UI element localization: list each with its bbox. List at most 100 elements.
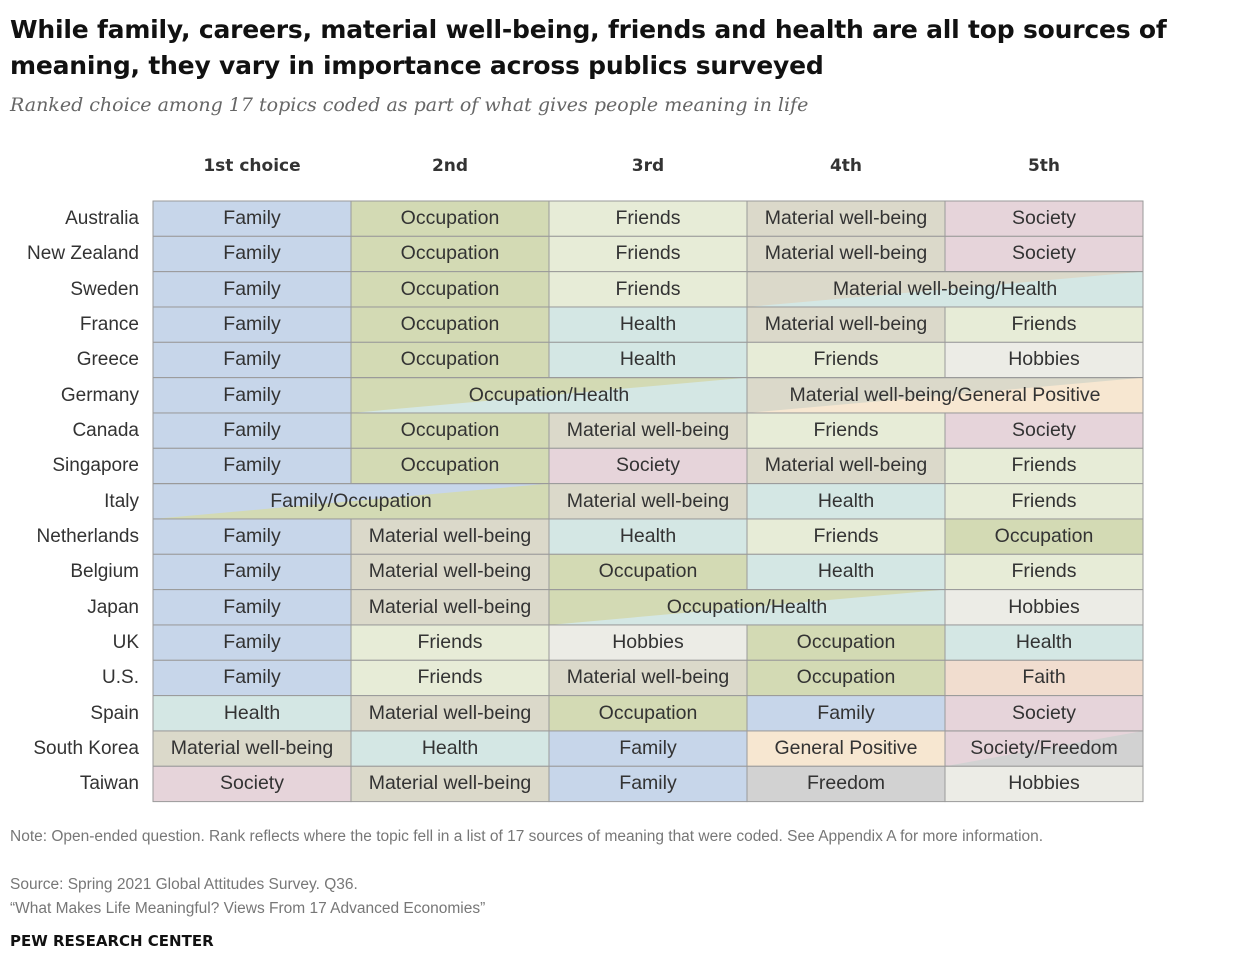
cell-label-france-family: Family (223, 312, 281, 335)
column-header-4: 4th (829, 156, 863, 176)
cell-label-belgium-material-well-being: Material well-being (368, 560, 532, 583)
row-label-south-korea: South Korea (33, 737, 139, 759)
cell-label-greece-occupation: Occupation (400, 348, 500, 371)
cell-japan-family (152, 589, 352, 626)
cell-label-sweden-material-well-being-health: Material well-being/Health (832, 277, 1058, 300)
cell-uk-health (944, 624, 1144, 661)
cell-label-sweden-friends: Friends (615, 277, 681, 300)
cell-france-friends (944, 306, 1144, 343)
cell-south-korea-material-well-being (152, 730, 352, 767)
chart-subtitle: Ranked choice among 17 topics coded as p… (10, 94, 809, 116)
cell-label-spain-material-well-being: Material well-being (368, 701, 532, 724)
cell-italy-material-well-being (548, 483, 748, 520)
cell-taiwan-freedom (746, 765, 946, 803)
cell-label-uk-occupation: Occupation (796, 630, 896, 653)
row-label-spain: Spain (90, 702, 139, 724)
row-label-japan: Japan (87, 596, 139, 618)
chart-title: While family, careers, material well-bei… (10, 15, 1167, 80)
cell-spain-society (944, 695, 1144, 732)
cell-label-south-korea-health: Health (421, 736, 479, 759)
cell-label-greece-friends: Friends (813, 348, 879, 371)
cell-uk-family (152, 624, 352, 661)
cell-label-netherlands-occupation: Occupation (994, 524, 1094, 547)
cell-label-uk-friends: Friends (417, 630, 483, 653)
cell-japan-hobbies (944, 589, 1144, 626)
cell-label-south-korea-family: Family (619, 736, 677, 759)
cell-label-italy-health: Health (817, 489, 875, 512)
cell-label-new-zealand-material-well-being: Material well-being (764, 242, 928, 265)
cell-split-japan-health (549, 589, 945, 625)
cell-taiwan-hobbies (944, 765, 1144, 803)
cell-split-south-korea-freedom (945, 730, 1143, 767)
cell-label-taiwan-material-well-being: Material well-being (368, 772, 532, 795)
cell-greece-occupation (350, 341, 550, 379)
cell-u-s-material-well-being (548, 659, 748, 697)
cell-label-spain-health: Health (223, 701, 281, 724)
cell-taiwan-family (548, 765, 748, 803)
cell-greece-hobbies (944, 341, 1144, 379)
cell-split-sweden-health (747, 271, 1143, 307)
cell-label-australia-occupation: Occupation (400, 207, 500, 229)
row-label-italy: Italy (104, 490, 139, 512)
cell-split-germany-health (351, 377, 747, 413)
cell-netherlands-family (152, 518, 352, 555)
cell-belgium-material-well-being (350, 553, 550, 591)
cell-label-u-s-family: Family (223, 666, 281, 689)
cell-taiwan-material-well-being (350, 765, 550, 803)
cell-new-zealand-friends (548, 235, 748, 273)
cell-label-japan-family: Family (223, 595, 281, 618)
cell-label-new-zealand-friends: Friends (615, 242, 681, 265)
cell-label-spain-occupation: Occupation (598, 701, 698, 724)
cell-label-france-friends: Friends (1011, 312, 1077, 335)
cell-label-france-occupation: Occupation (400, 312, 500, 335)
cell-belgium-occupation (548, 553, 748, 591)
cell-label-singapore-society: Society (616, 454, 680, 477)
cell-japan-material-well-being (350, 589, 550, 626)
cell-label-taiwan-society: Society (220, 772, 284, 795)
cell-label-greece-health: Health (619, 348, 677, 371)
cell-label-sweden-occupation: Occupation (400, 277, 500, 300)
cell-label-taiwan-family: Family (619, 772, 677, 795)
cell-south-korea-health (350, 730, 550, 767)
row-label-taiwan: Taiwan (79, 773, 139, 795)
cell-australia-friends (548, 200, 748, 237)
cell-label-australia-material-well-being: Material well-being (764, 207, 928, 229)
cell-singapore-society (548, 447, 748, 485)
cell-label-canada-occupation: Occupation (400, 418, 500, 441)
cell-label-canada-friends: Friends (813, 418, 879, 441)
cell-new-zealand-material-well-being (746, 235, 946, 273)
cell-label-netherlands-material-well-being: Material well-being (368, 524, 532, 547)
cell-label-taiwan-freedom: Freedom (806, 772, 886, 795)
cell-label-south-korea-material-well-being: Material well-being (170, 736, 334, 759)
cell-canada-family (152, 412, 352, 449)
cell-label-singapore-material-well-being: Material well-being (764, 454, 928, 477)
cell-label-spain-society: Society (1012, 701, 1076, 724)
cell-u-s-occupation (746, 659, 946, 697)
cell-germany-family (152, 377, 352, 414)
cell-france-occupation (350, 306, 550, 343)
cell-label-uk-family: Family (223, 630, 281, 653)
cell-label-singapore-family: Family (223, 454, 281, 477)
cell-label-canada-material-well-being: Material well-being (566, 418, 730, 441)
cell-label-italy-family-occupation: Family/Occupation (270, 489, 432, 512)
cell-u-s-friends (350, 659, 550, 697)
cell-label-italy-friends: Friends (1011, 489, 1077, 512)
cell-label-taiwan-hobbies: Hobbies (1008, 772, 1080, 795)
cell-label-new-zealand-occupation: Occupation (400, 242, 500, 265)
cell-canada-material-well-being (548, 412, 748, 449)
pew-logo-text: PEW RESEARCH CENTER (10, 932, 214, 950)
column-header-2: 2nd (431, 156, 469, 176)
cell-australia-material-well-being (746, 200, 946, 237)
cell-label-japan-hobbies: Hobbies (1008, 595, 1080, 618)
row-label-greece: Greece (76, 349, 139, 371)
cell-label-germany-family: Family (223, 383, 281, 406)
cell-label-u-s-occupation: Occupation (796, 666, 896, 689)
cell-label-belgium-friends: Friends (1011, 560, 1077, 583)
cell-label-new-zealand-society: Society (1012, 242, 1076, 265)
cell-label-south-korea-general-positive: General Positive (774, 736, 918, 759)
cell-singapore-occupation (350, 447, 550, 485)
cell-spain-health (152, 695, 352, 732)
cell-label-japan-material-well-being: Material well-being (368, 595, 532, 618)
row-label-australia: Australia (65, 208, 139, 229)
